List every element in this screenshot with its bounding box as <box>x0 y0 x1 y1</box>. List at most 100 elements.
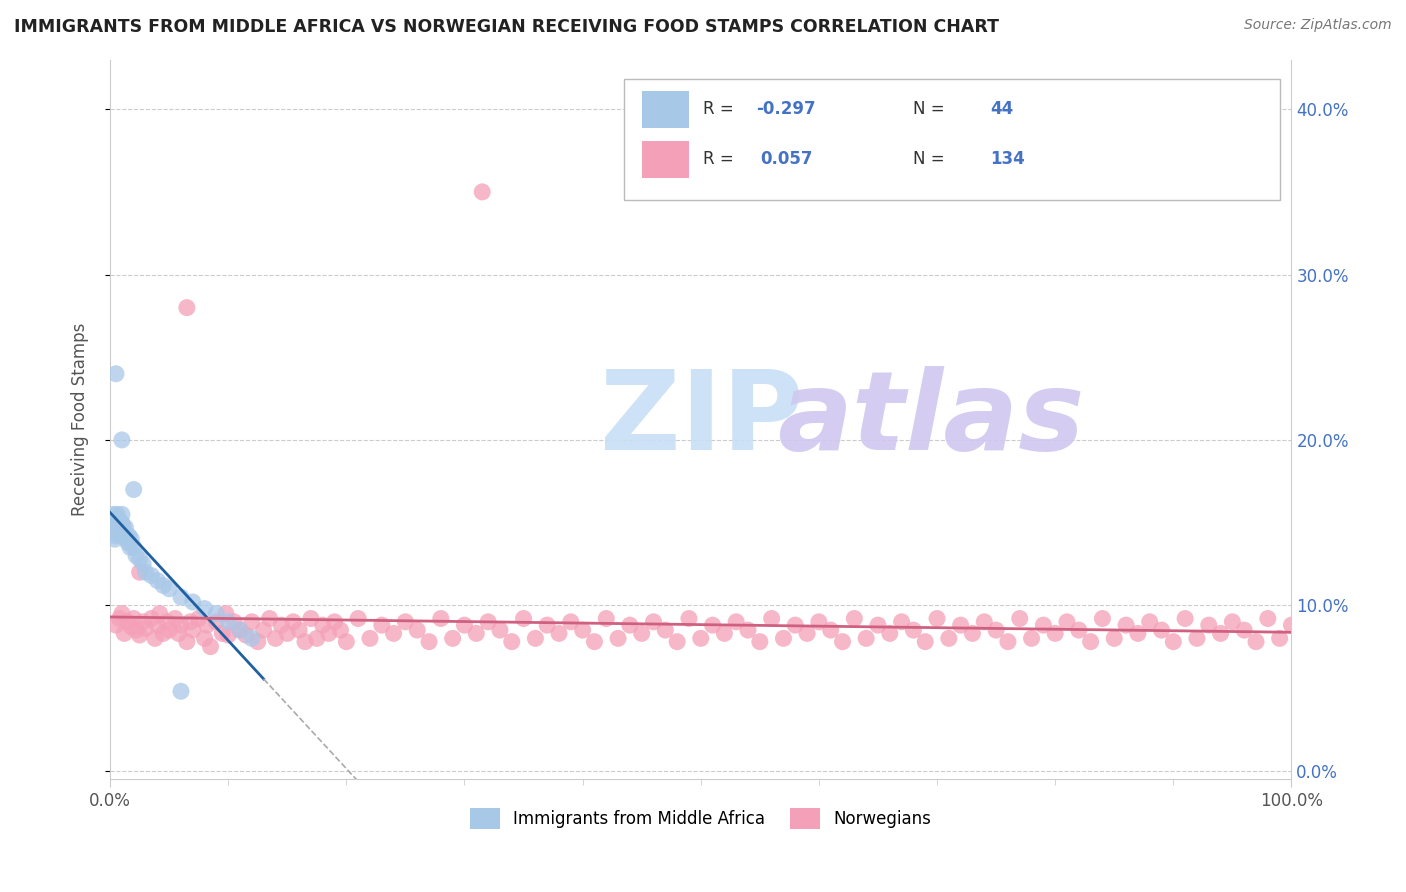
Point <box>329 623 352 637</box>
Point <box>165 611 187 625</box>
Point <box>1257 611 1279 625</box>
Point <box>152 626 174 640</box>
Point <box>105 508 128 522</box>
Point <box>1150 623 1173 637</box>
Point <box>146 618 169 632</box>
Point <box>595 611 617 625</box>
Point <box>866 618 889 632</box>
Point <box>312 618 335 632</box>
Point <box>283 615 305 629</box>
Point <box>215 607 238 621</box>
Point <box>1021 632 1043 646</box>
Point <box>807 615 830 629</box>
Point <box>128 628 150 642</box>
Point <box>120 541 142 555</box>
Point <box>114 520 136 534</box>
Point <box>536 618 558 632</box>
Point <box>122 483 145 497</box>
Point <box>118 529 141 543</box>
Point <box>1233 623 1256 637</box>
Point <box>107 512 129 526</box>
Point <box>253 623 276 637</box>
Point <box>152 578 174 592</box>
Point <box>949 618 972 632</box>
Point <box>973 615 995 629</box>
Point <box>259 611 281 625</box>
Point <box>654 623 676 637</box>
Text: N =: N = <box>914 150 950 168</box>
Point <box>264 632 287 646</box>
Point <box>195 618 218 632</box>
Point <box>141 611 163 625</box>
Point <box>141 568 163 582</box>
Point <box>1043 626 1066 640</box>
Point <box>1115 618 1137 632</box>
Point <box>1067 623 1090 637</box>
Text: 0.057: 0.057 <box>759 150 813 168</box>
Point <box>170 590 193 604</box>
Point <box>820 623 842 637</box>
Point <box>772 632 794 646</box>
Point <box>299 611 322 625</box>
Point <box>157 623 180 637</box>
Point <box>146 574 169 588</box>
Point <box>619 618 641 632</box>
Point <box>713 626 735 640</box>
Point <box>1056 615 1078 629</box>
Point <box>524 632 547 646</box>
Point <box>122 541 145 555</box>
Point <box>855 632 877 646</box>
Point <box>229 623 252 637</box>
Point <box>761 611 783 625</box>
Point <box>406 623 429 637</box>
Point <box>143 632 166 646</box>
Point <box>112 527 135 541</box>
Point <box>305 632 328 646</box>
Point <box>702 618 724 632</box>
Point <box>984 623 1007 637</box>
Point <box>1091 611 1114 625</box>
Point <box>101 524 124 538</box>
Point <box>666 634 689 648</box>
Point <box>111 516 134 530</box>
Point <box>194 632 217 646</box>
Point <box>170 684 193 698</box>
Point <box>104 367 127 381</box>
Point <box>1139 615 1161 629</box>
Point <box>128 565 150 579</box>
Point <box>294 634 316 648</box>
Point <box>120 532 142 546</box>
Point <box>914 634 936 648</box>
Point <box>111 508 134 522</box>
Point <box>1102 632 1125 646</box>
Point <box>1163 634 1185 648</box>
Point <box>359 632 381 646</box>
Point <box>103 508 125 522</box>
Point <box>371 618 394 632</box>
Point <box>125 549 148 563</box>
Point <box>240 615 263 629</box>
Point <box>489 623 512 637</box>
Point <box>288 623 311 637</box>
Point <box>831 634 853 648</box>
Text: R =: R = <box>703 100 740 118</box>
Point <box>132 615 155 629</box>
Point <box>890 615 912 629</box>
Point <box>1185 632 1208 646</box>
Point <box>246 634 269 648</box>
Point <box>117 535 139 549</box>
Point <box>347 611 370 625</box>
Text: 134: 134 <box>990 150 1025 168</box>
Point <box>512 611 534 625</box>
Point <box>962 626 984 640</box>
Point <box>112 519 135 533</box>
Point <box>1222 615 1244 629</box>
Point <box>1281 618 1303 632</box>
Legend: Immigrants from Middle Africa, Norwegians: Immigrants from Middle Africa, Norwegian… <box>464 802 938 835</box>
Point <box>725 615 748 629</box>
Point <box>879 626 901 640</box>
Point <box>111 607 134 621</box>
Point <box>689 632 711 646</box>
Point <box>1174 611 1197 625</box>
Point <box>176 301 198 315</box>
